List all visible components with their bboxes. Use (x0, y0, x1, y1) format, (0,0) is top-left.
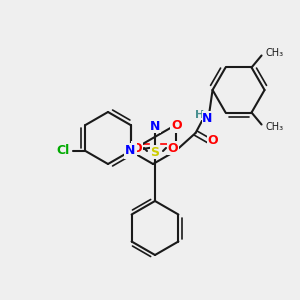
Text: N: N (125, 145, 136, 158)
Text: CH₃: CH₃ (266, 122, 284, 131)
Text: O: O (132, 142, 142, 154)
Text: N: N (150, 119, 160, 133)
Text: H: H (195, 110, 204, 120)
Text: S: S (151, 146, 160, 158)
Text: O: O (207, 134, 218, 148)
Text: O: O (168, 142, 178, 154)
Text: CH₃: CH₃ (266, 49, 284, 58)
Text: O: O (171, 118, 182, 131)
Text: N: N (202, 112, 213, 124)
Text: Cl: Cl (57, 145, 70, 158)
